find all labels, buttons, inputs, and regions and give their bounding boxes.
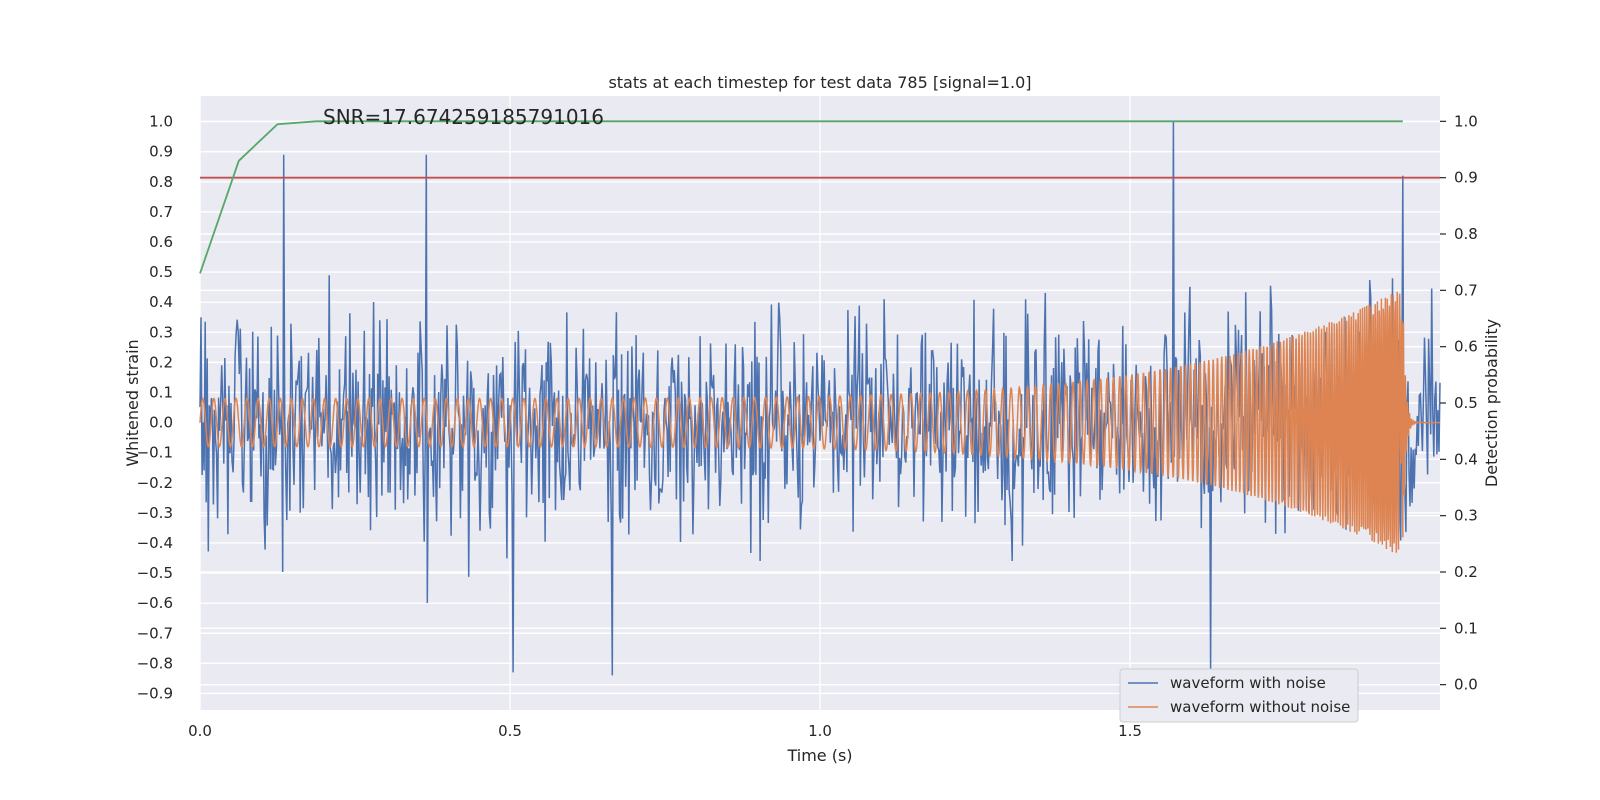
y2-axis-label: Detection probability: [1482, 319, 1501, 487]
y2-tick-label: 0.4: [1454, 450, 1478, 468]
y-tick-label: −0.4: [137, 534, 173, 552]
y-tick-label: 0.7: [149, 203, 173, 221]
x-tick-label: 0.0: [188, 722, 212, 740]
legend-box: [1119, 668, 1359, 723]
snr-annotation: SNR=17.674259185791016: [323, 105, 604, 129]
y-tick-label: 0.6: [149, 233, 173, 251]
y2-tick-label: 1.0: [1454, 112, 1478, 130]
y2-tick-label: 0.0: [1454, 676, 1478, 694]
y-tick-label: 0.1: [149, 383, 173, 401]
legend-label-noisy: waveform with noise: [1170, 674, 1326, 692]
chart-title: stats at each timestep for test data 785…: [608, 73, 1031, 92]
y-tick-label: −0.9: [137, 684, 173, 702]
y2-tick-label: 0.1: [1454, 619, 1478, 637]
y-tick-label: 0.4: [149, 293, 173, 311]
series-line-detection-probability: [199, 120, 1403, 274]
y-tick-label: −0.2: [137, 474, 173, 492]
legend-label-clean: waveform without noise: [1170, 698, 1350, 716]
y2-tick-label: 0.6: [1454, 338, 1478, 356]
y-tick-label: 0.2: [149, 353, 173, 371]
y2-tick-label: 0.7: [1454, 281, 1478, 299]
y-tick-label: −0.3: [137, 504, 173, 522]
y-tick-label: 1.0: [149, 113, 173, 131]
y-axis-ticks: 1.0 0.9 0.8 0.7 0.6 0.5 0.4 0.3 0.2 0.1 0.0 −0.1 −0.…: [137, 113, 173, 703]
y2-tick-label: 0.8: [1454, 225, 1478, 243]
y2-axis-ticks: 1.0 0.9 0.8 0.7 0.6 0.5 0.4 0.3 0.2 0.1 0.0: [1440, 112, 1478, 694]
y2-tick-label: 0.3: [1454, 507, 1478, 525]
y2-tick-label: 0.2: [1454, 563, 1478, 581]
y-tick-label: 0.5: [149, 263, 173, 281]
y-tick-label: −0.8: [137, 654, 173, 672]
y-axis-label: Whitened strain: [123, 339, 142, 466]
x-axis-ticks: 0.0 0.5 1.0 1.5: [188, 722, 1142, 740]
legend: waveform with noise waveform without noi…: [1119, 668, 1359, 723]
y2-tick-label: 0.9: [1454, 169, 1478, 187]
x-tick-label: 1.5: [1118, 722, 1142, 740]
series-layer: [199, 120, 1441, 676]
y2-tick-label: 0.5: [1454, 394, 1478, 412]
x-tick-label: 0.5: [498, 722, 522, 740]
x-axis-label: Time (s): [786, 746, 852, 765]
y-tick-label: −0.5: [137, 564, 173, 582]
y-tick-label: 0.0: [149, 414, 173, 432]
x-tick-label: 1.0: [808, 722, 832, 740]
y-tick-label: −0.6: [137, 594, 173, 612]
y-tick-label: −0.7: [137, 624, 173, 642]
y-tick-label: −0.1: [137, 444, 173, 462]
series-line-waveform-without-noise: [199, 291, 1440, 553]
y-tick-label: 0.8: [149, 173, 173, 191]
y-tick-label: 0.3: [149, 323, 173, 341]
y-tick-label: 0.9: [149, 143, 173, 161]
